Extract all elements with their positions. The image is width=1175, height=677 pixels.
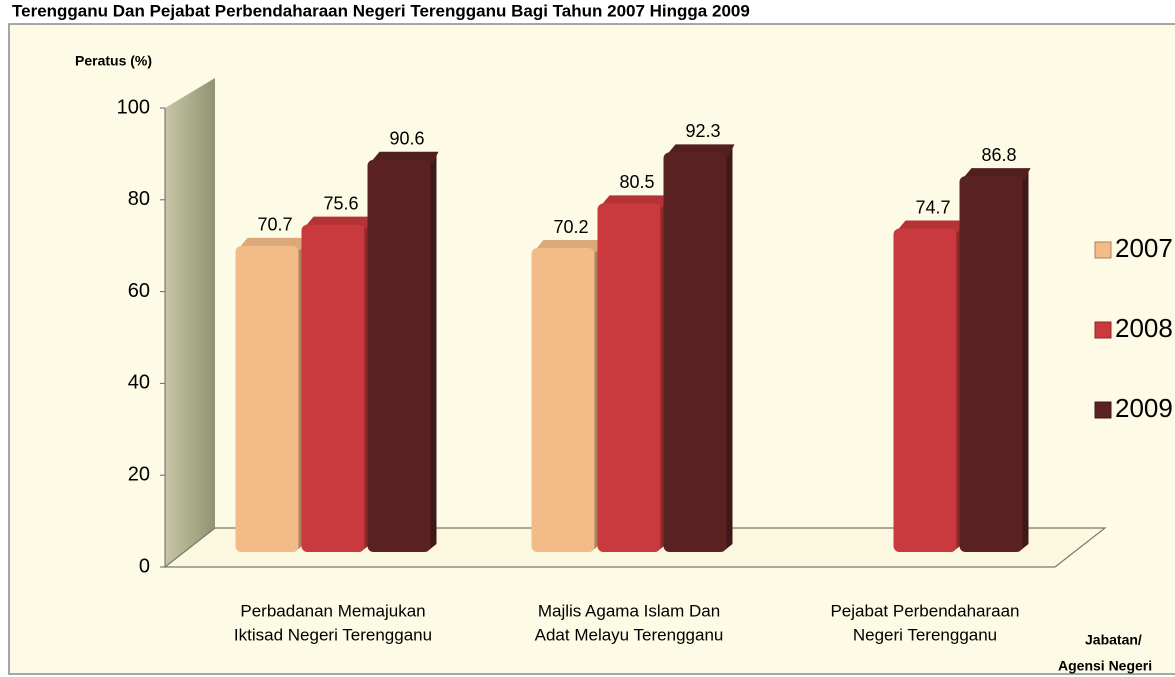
x-tick-label: Iktisad Negeri Terengganu [234, 625, 432, 644]
y-axis-label: Peratus (%) [75, 53, 152, 69]
bar [367, 159, 431, 552]
x-tick-label: Negeri Terengganu [853, 625, 997, 644]
legend-swatch [1094, 321, 1112, 339]
data-label: 80.5 [619, 172, 654, 192]
x-axis-label: Agensi Negeri [1058, 658, 1152, 674]
bar [959, 176, 1023, 552]
legend-swatch [1094, 241, 1112, 259]
legend-label: 2007 [1115, 233, 1173, 263]
legend-label: 2008 [1115, 313, 1173, 343]
data-label: 70.7 [257, 215, 292, 235]
bar [597, 203, 661, 552]
legend-label: 2009 [1115, 393, 1173, 423]
legend-swatch [1094, 401, 1112, 419]
data-label: 74.7 [915, 197, 950, 217]
data-label: 75.6 [323, 193, 358, 213]
bar [663, 152, 727, 552]
bar [893, 228, 957, 552]
back-wall [165, 78, 215, 567]
chart-title: Terengganu Dan Pejabat Perbendaharaan Ne… [12, 1, 750, 20]
y-tick-label: 40 [128, 372, 150, 394]
data-label: 70.2 [553, 217, 588, 237]
x-tick-label: Pejabat Perbendaharaan [830, 601, 1019, 620]
y-tick-label: 60 [128, 280, 150, 302]
y-tick-label: 20 [128, 463, 150, 485]
y-tick-label: 80 [128, 188, 150, 210]
bar [531, 248, 595, 552]
y-tick-label: 100 [117, 96, 150, 118]
y-tick-label: 0 [139, 555, 150, 577]
bar [235, 245, 299, 552]
bar [301, 224, 365, 553]
x-axis-label: Jabatan/ [1085, 632, 1142, 648]
data-label: 90.6 [389, 128, 424, 148]
x-tick-label: Adat Melayu Terengganu [535, 625, 724, 644]
data-label: 92.3 [685, 121, 720, 141]
x-tick-label: Perbadanan Memajukan [240, 601, 425, 620]
data-label: 86.8 [981, 145, 1016, 165]
x-tick-label: Majlis Agama Islam Dan [538, 601, 720, 620]
